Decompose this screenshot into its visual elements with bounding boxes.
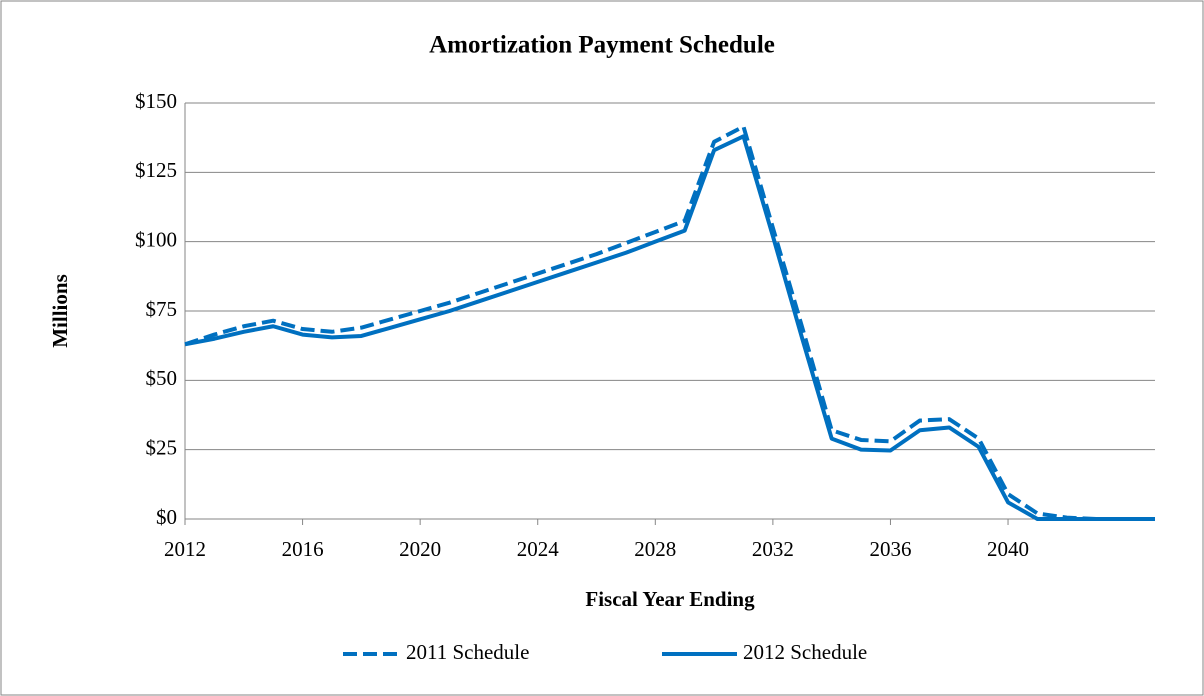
x-tick-label: 2040 (987, 537, 1029, 561)
series-line (184, 124, 1155, 521)
x-tick-label: 2012 (164, 537, 206, 561)
y-tick-label: $0 (156, 505, 177, 529)
legend-label: 2011 Schedule (406, 640, 529, 664)
y-tick-label: $125 (135, 158, 177, 182)
y-tick-label: $150 (135, 89, 177, 113)
y-tick-label: $50 (146, 366, 178, 390)
y-tick-label: $75 (146, 297, 178, 321)
series-line (184, 134, 1155, 521)
x-tick-label: 2024 (517, 537, 560, 561)
x-tick-label: 2020 (399, 537, 441, 561)
y-axis-title: Millions (48, 274, 72, 348)
x-tick-label: 2016 (282, 537, 324, 561)
x-axis-title: Fiscal Year Ending (585, 587, 755, 611)
x-tick-label: 2028 (634, 537, 676, 561)
y-tick-label: $25 (146, 435, 178, 459)
x-tick-label: 2032 (752, 537, 794, 561)
y-tick-label: $100 (135, 227, 177, 251)
x-tick-label: 2036 (869, 537, 911, 561)
legend-label: 2012 Schedule (743, 640, 867, 664)
chart-title: Amortization Payment Schedule (429, 32, 775, 59)
